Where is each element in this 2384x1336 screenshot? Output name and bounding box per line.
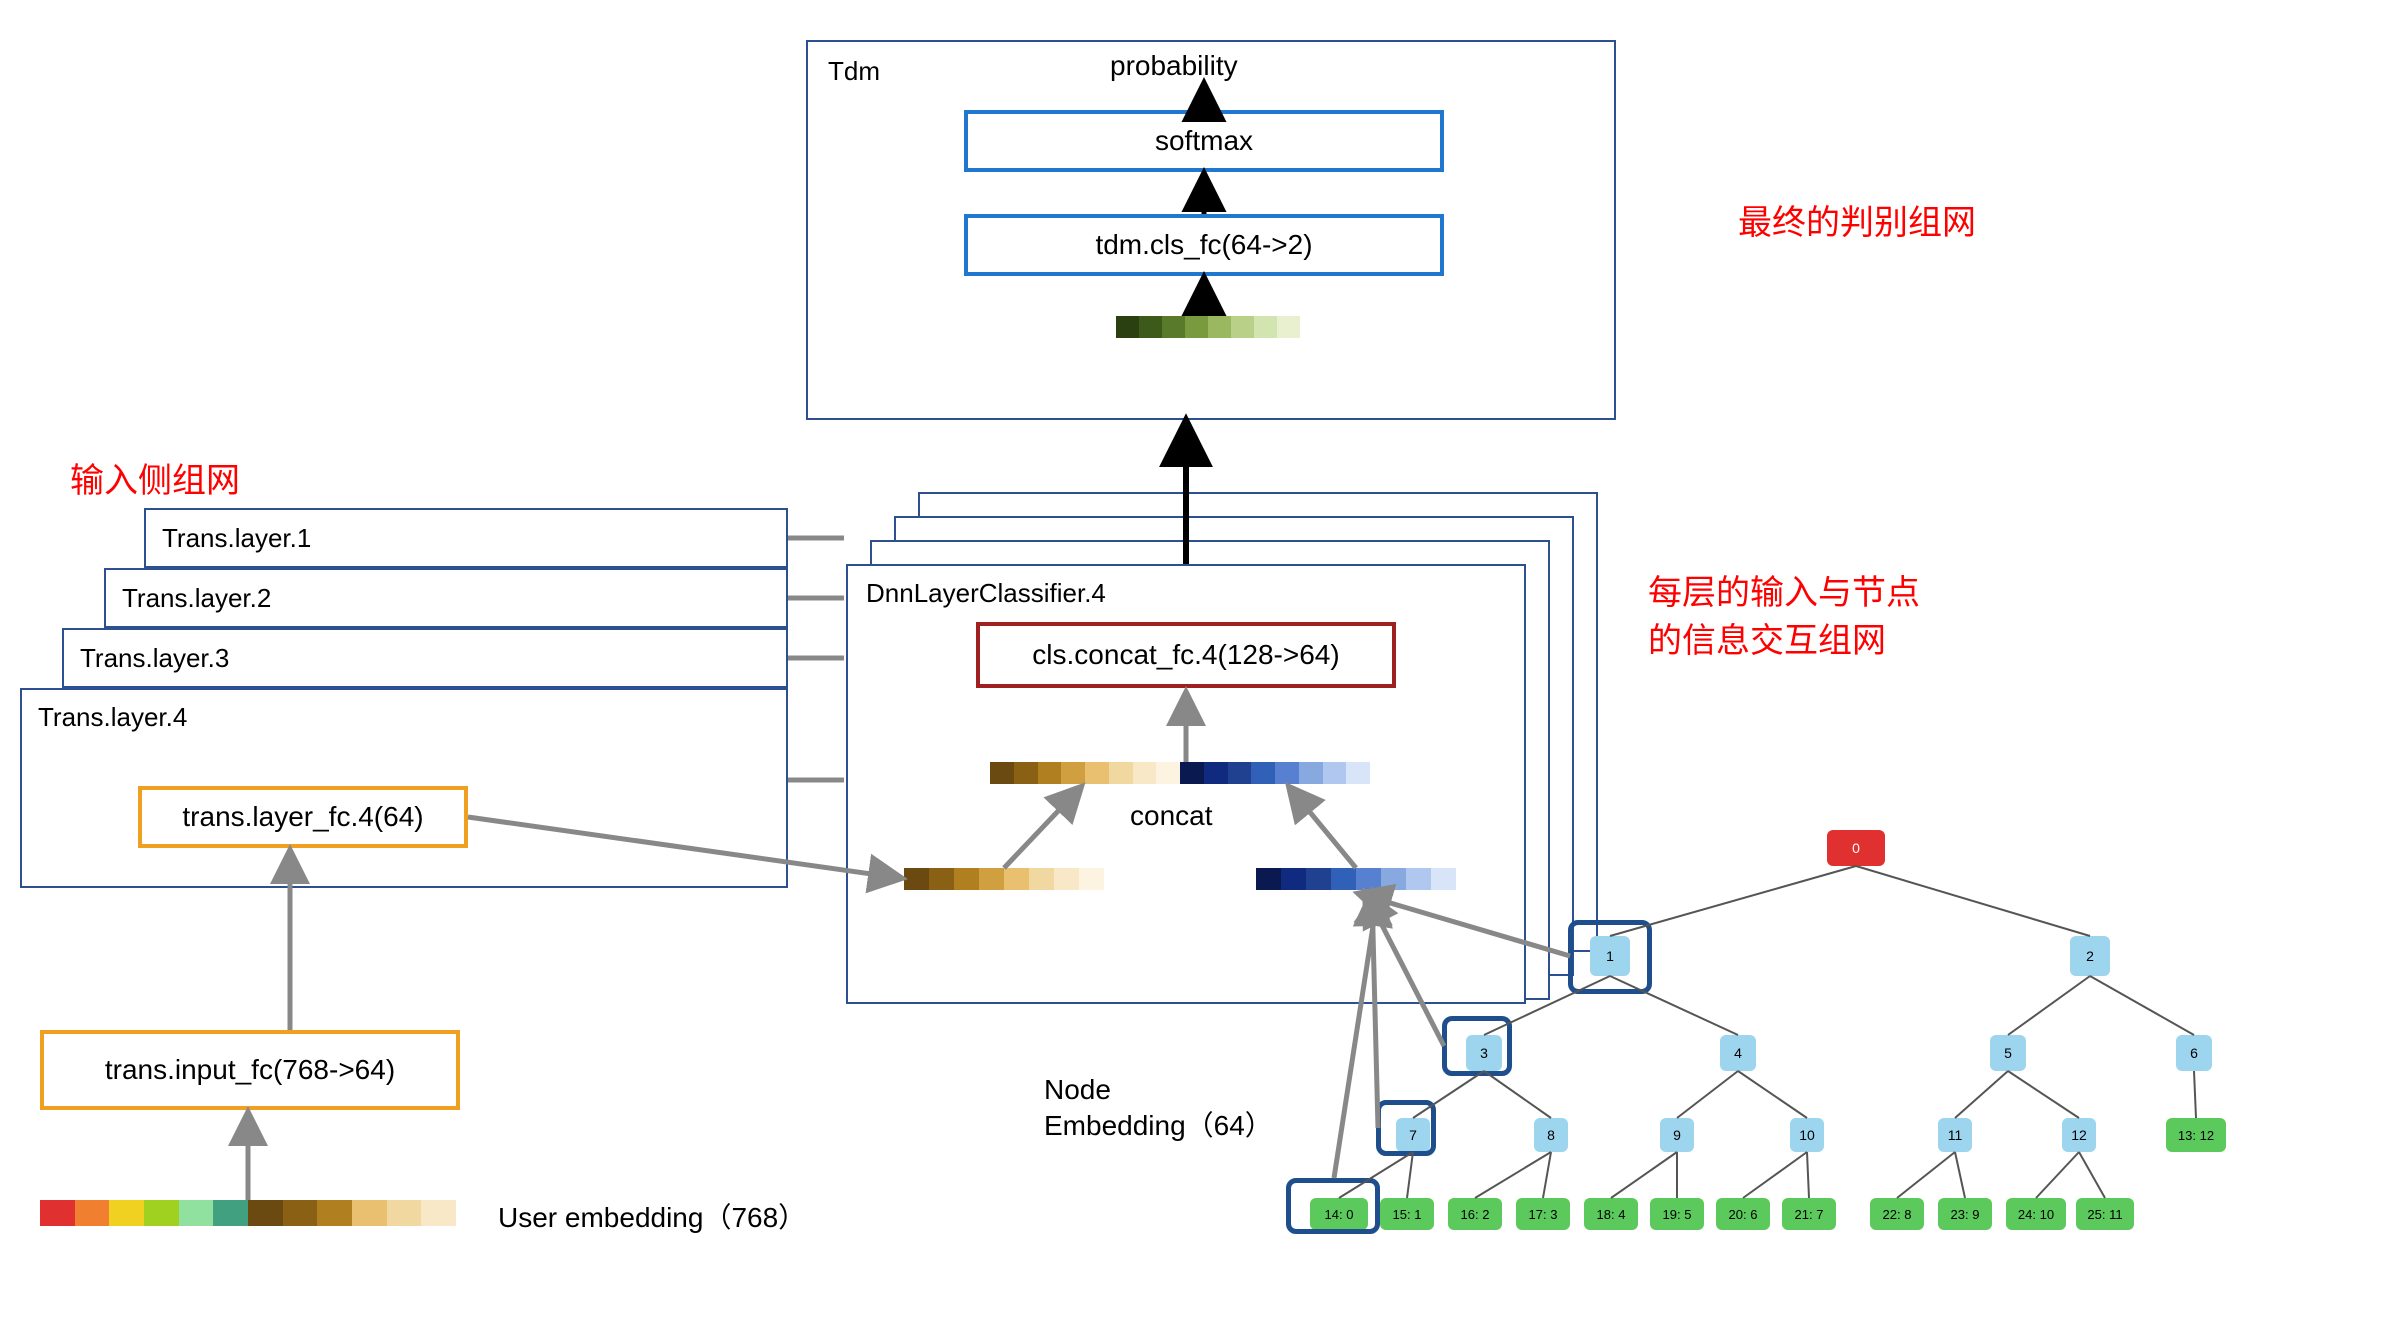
trans-layer-1: Trans.layer.1 xyxy=(144,508,788,568)
concat-fc-label: cls.concat_fc.4(128->64) xyxy=(1032,639,1339,671)
input-fc-box: trans.input_fc(768->64) xyxy=(40,1030,460,1110)
input-fc-label: trans.input_fc(768->64) xyxy=(105,1054,395,1086)
tree-node: 2 xyxy=(2070,936,2110,976)
tree-node: 24: 10 xyxy=(2006,1198,2066,1230)
interact-l2: 的信息交互组网 xyxy=(1648,622,1886,660)
tree-node: 4 xyxy=(1720,1035,1756,1071)
trans-layer-3: Trans.layer.3 xyxy=(62,628,788,688)
tree-node: 15: 1 xyxy=(1380,1198,1434,1230)
tree-node: 13: 12 xyxy=(2166,1118,2226,1152)
node-emb-l1: Node xyxy=(1044,1074,1111,1105)
tree-node: 23: 9 xyxy=(1938,1198,1992,1230)
green-strip xyxy=(1116,316,1300,338)
tree-highlight xyxy=(1568,920,1652,994)
probability-label: probability xyxy=(1110,50,1238,82)
trans-l2-label: Trans.layer.2 xyxy=(122,583,271,614)
right-blue-strip xyxy=(1256,868,1456,890)
tree-node: 11 xyxy=(1938,1118,1972,1152)
tree-node: 21: 7 xyxy=(1782,1198,1836,1230)
trans-l1-label: Trans.layer.1 xyxy=(162,523,311,554)
layer-fc-box: trans.layer_fc.4(64) xyxy=(138,786,468,848)
tree-node: 6 xyxy=(2176,1035,2212,1071)
tree-node: 20: 6 xyxy=(1716,1198,1770,1230)
node-emb-label: Node Embedding（64） xyxy=(1044,1072,1273,1145)
concat-fc-box: cls.concat_fc.4(128->64) xyxy=(976,622,1396,688)
final-net-label: 最终的判别组网 xyxy=(1738,200,1976,248)
tree-node: 17: 3 xyxy=(1516,1198,1570,1230)
tree-node: 10 xyxy=(1790,1118,1824,1152)
tree-highlight xyxy=(1376,1100,1436,1156)
tree-highlight xyxy=(1286,1178,1380,1234)
cls-fc-box: tdm.cls_fc(64->2) xyxy=(964,214,1444,276)
tree-node: 9 xyxy=(1660,1118,1694,1152)
left-yellow-strip xyxy=(904,868,1104,890)
tree-node: 18: 4 xyxy=(1584,1198,1638,1230)
concat-strip xyxy=(990,762,1370,784)
interact-l1: 每层的输入与节点 xyxy=(1648,574,1920,612)
input-side-label: 输入侧组网 xyxy=(70,458,240,506)
softmax-label: softmax xyxy=(1155,125,1253,157)
cls-fc-label: tdm.cls_fc(64->2) xyxy=(1095,229,1312,261)
tree-node: 5 xyxy=(1990,1035,2026,1071)
tree-node: 12 xyxy=(2062,1118,2096,1152)
tree-node: 19: 5 xyxy=(1650,1198,1704,1230)
rainbow-strip xyxy=(40,1200,456,1226)
user-emb-label: User embedding（768） xyxy=(498,1196,806,1236)
node-emb-l2: Embedding（64） xyxy=(1044,1110,1273,1141)
tree-highlight xyxy=(1442,1016,1512,1076)
tdm-title: Tdm xyxy=(828,56,880,87)
tree-node: 8 xyxy=(1534,1118,1568,1152)
tree-node: 25: 11 xyxy=(2076,1198,2134,1230)
dnn-title: DnnLayerClassifier.4 xyxy=(866,578,1106,609)
tree-node: 16: 2 xyxy=(1448,1198,1502,1230)
softmax-box: softmax xyxy=(964,110,1444,172)
tree-node: 0 xyxy=(1827,830,1885,866)
layer-fc-label: trans.layer_fc.4(64) xyxy=(182,801,423,833)
tree-node: 22: 8 xyxy=(1870,1198,1924,1230)
trans-l3-label: Trans.layer.3 xyxy=(80,643,229,674)
trans-layer-2: Trans.layer.2 xyxy=(104,568,788,628)
concat-label: concat xyxy=(1130,800,1213,832)
trans-l4-label: Trans.layer.4 xyxy=(38,702,187,733)
interact-net-label: 每层的输入与节点 的信息交互组网 xyxy=(1648,570,1920,665)
